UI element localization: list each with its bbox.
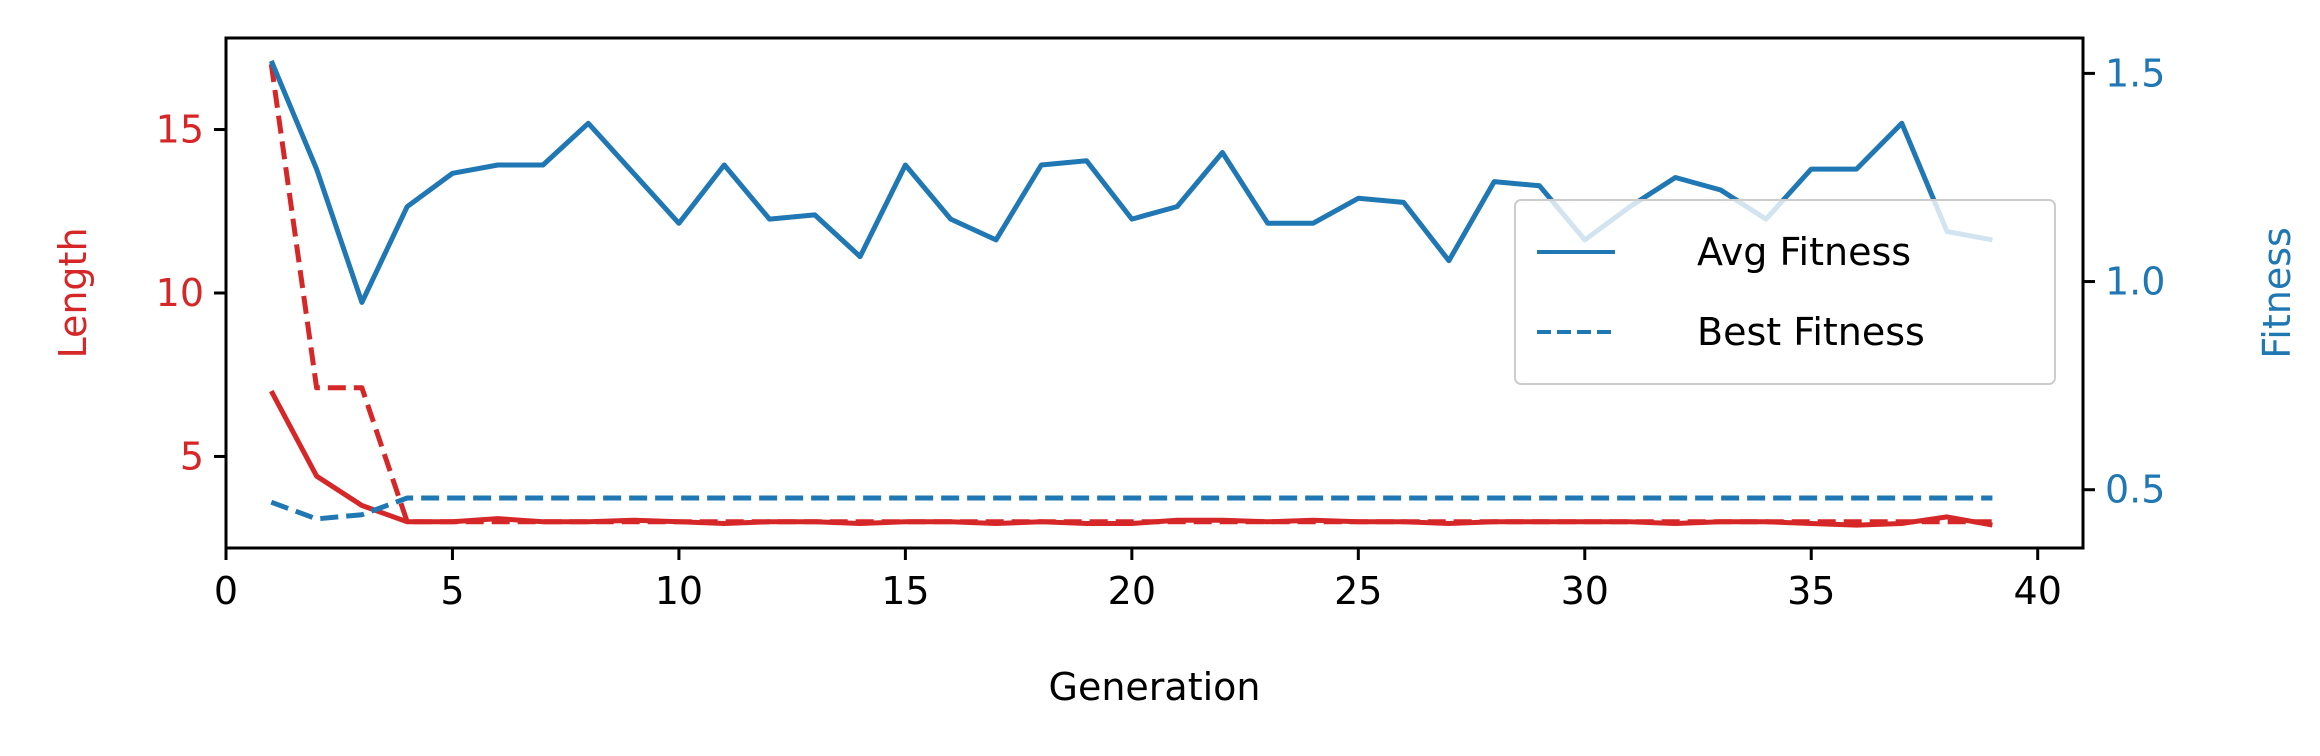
left-y-axis-title: Length <box>51 227 95 358</box>
legend-label-avg-fitness: Avg Fitness <box>1697 230 1911 274</box>
left-y-tick-label: 15 <box>156 108 204 152</box>
x-tick-label: 10 <box>655 569 703 613</box>
x-tick-label: 25 <box>1334 569 1382 613</box>
left-y-axis-ticks: 5 10 15 <box>156 108 226 478</box>
legend-box <box>1514 199 2056 385</box>
x-axis-ticks: 0 5 10 15 20 25 30 35 40 <box>214 548 2062 613</box>
x-tick-label: 0 <box>214 569 238 613</box>
fitness-avg-series-line <box>268 59 1993 305</box>
series-lines <box>268 59 1993 528</box>
left-y-tick-label: 10 <box>156 271 204 315</box>
x-tick-label: 40 <box>2014 569 2062 613</box>
length-best-series-line <box>268 63 1993 525</box>
x-tick-label: 30 <box>1561 569 1609 613</box>
right-y-tick-label: 0.5 <box>2105 468 2165 512</box>
x-tick-label: 35 <box>1787 569 1835 613</box>
legend-label-best-fitness: Best Fitness <box>1697 310 1925 354</box>
x-axis-title: Generation <box>1049 665 1261 709</box>
x-tick-label: 15 <box>881 569 929 613</box>
fitness-best-series-line <box>270 495 1993 522</box>
x-tick-label: 20 <box>1108 569 1156 613</box>
length-avg-series-line <box>269 389 1993 528</box>
legend: Avg Fitness Best Fitness <box>1514 199 2056 385</box>
right-y-tick-label: 1.5 <box>2105 51 2165 95</box>
right-y-tick-label: 1.0 <box>2105 260 2165 304</box>
right-y-axis-title: Fitness <box>2255 227 2299 359</box>
left-y-tick-label: 5 <box>180 434 204 478</box>
x-tick-label: 5 <box>440 569 464 613</box>
right-y-axis-ticks: 0.5 1.0 1.5 <box>2083 51 2165 512</box>
